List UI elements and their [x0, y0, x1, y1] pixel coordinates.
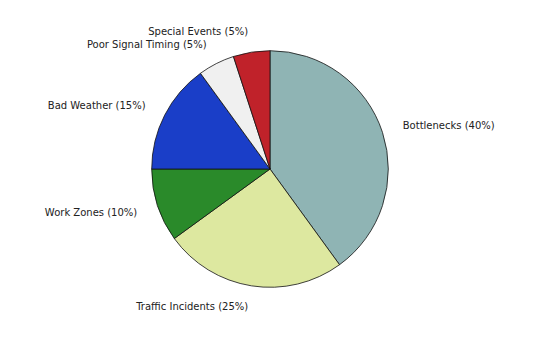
svg-text:Bottlenecks (40%): Bottlenecks (40%) — [403, 120, 495, 131]
svg-text:Traffic Incidents (25%): Traffic Incidents (25%) — [135, 301, 248, 312]
svg-text:Poor Signal Timing (5%): Poor Signal Timing (5%) — [87, 39, 207, 50]
svg-text:Special Events (5%): Special Events (5%) — [148, 26, 248, 37]
svg-text:Work Zones (10%): Work Zones (10%) — [45, 207, 137, 218]
svg-text:Bad Weather (15%): Bad Weather (15%) — [48, 100, 146, 111]
